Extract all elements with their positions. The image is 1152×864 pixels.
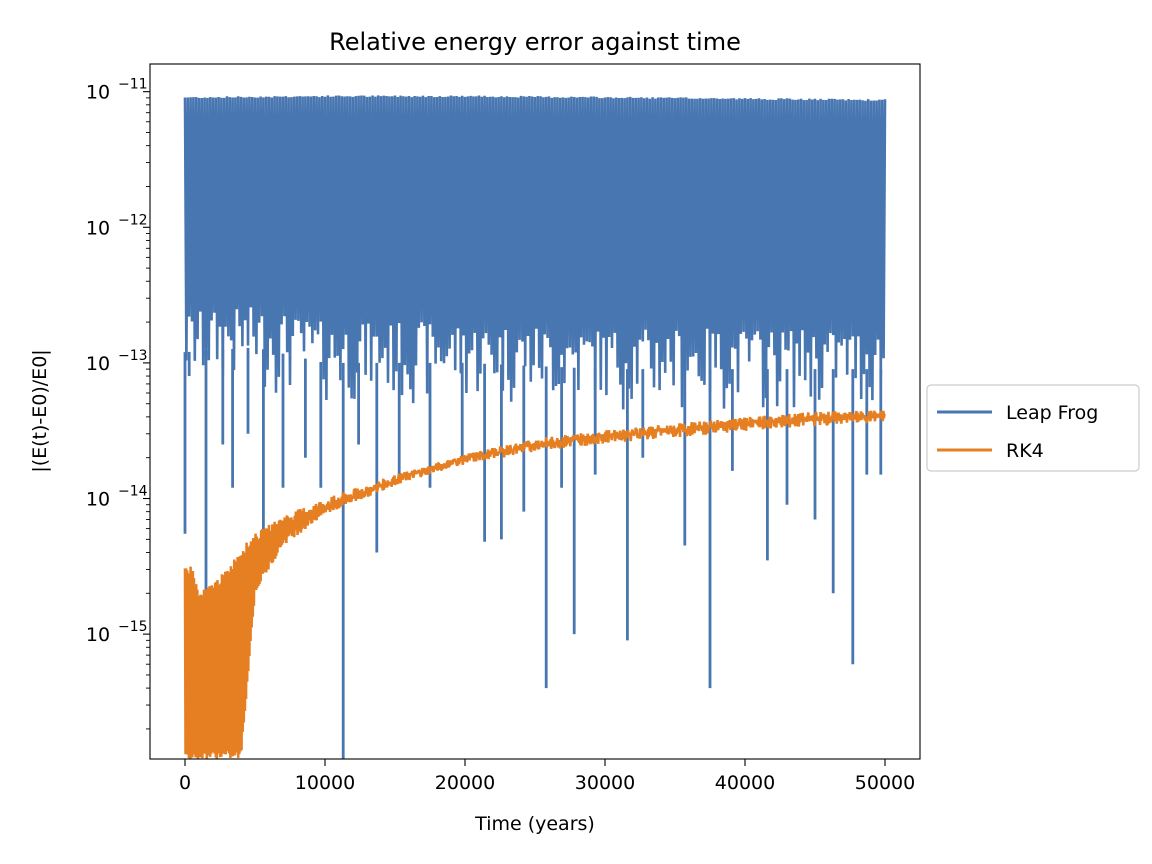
x-tick-label: 40000 (715, 772, 775, 794)
y-axis: 10 −11 10 −12 10 −13 10 −14 10 −15 (86, 77, 150, 730)
axes-frame (149, 63, 921, 760)
x-tick-label: 10000 (295, 772, 355, 794)
legend-label-rk4: RK4 (1006, 440, 1044, 462)
series-line-rk4 (183, 410, 886, 759)
series-line-leap-frog (183, 95, 887, 410)
y-tick-exponent: −13 (118, 348, 148, 364)
y-tick-label: 10 (86, 353, 110, 375)
y-tick-label: 10 (86, 489, 110, 511)
x-tick-label: 20000 (435, 772, 495, 794)
x-tick-label: 0 (179, 772, 191, 794)
y-tick-label: 10 (86, 217, 110, 239)
y-tick-exponent: −11 (118, 77, 148, 93)
y-tick-label: 10 (86, 624, 110, 646)
legend-label-leap-frog: Leap Frog (1006, 402, 1098, 424)
y-axis-label: |(E(t)-E0)/E0| (29, 349, 51, 472)
x-tick-label: 30000 (575, 772, 635, 794)
x-tick-label: 50000 (855, 772, 915, 794)
chart-title: Relative energy error against time (329, 28, 741, 56)
y-tick-exponent: −15 (118, 619, 148, 635)
x-axis-label: Time (years) (474, 813, 595, 835)
plot-area (183, 95, 887, 759)
y-tick-label: 10 (86, 82, 110, 104)
legend: Leap Frog RK4 (926, 384, 1140, 472)
x-axis: 0 10000 20000 30000 40000 50000 (179, 759, 915, 794)
y-tick-exponent: −12 (118, 212, 148, 228)
y-tick-exponent: −14 (118, 484, 148, 500)
